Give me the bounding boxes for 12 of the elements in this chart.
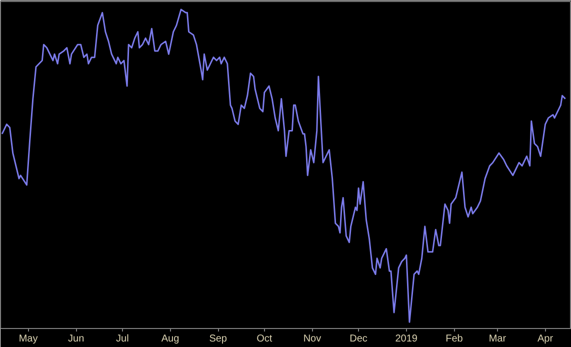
- x-tick-label: Nov: [303, 334, 322, 344]
- x-tick-label: Sep: [209, 334, 228, 344]
- x-tick-label: 2019: [395, 334, 418, 344]
- x-tick-label: Dec: [350, 334, 368, 344]
- x-tick-label: Mar: [488, 334, 507, 344]
- x-tick-label: Jul: [116, 334, 129, 344]
- x-tick-label: Apr: [537, 334, 554, 344]
- x-tick-label: Aug: [161, 334, 180, 344]
- x-tick-label: Oct: [256, 334, 272, 344]
- x-tick-label: May: [18, 334, 38, 344]
- x-tick-label: Feb: [446, 334, 464, 344]
- x-tick-label: Jun: [68, 334, 84, 344]
